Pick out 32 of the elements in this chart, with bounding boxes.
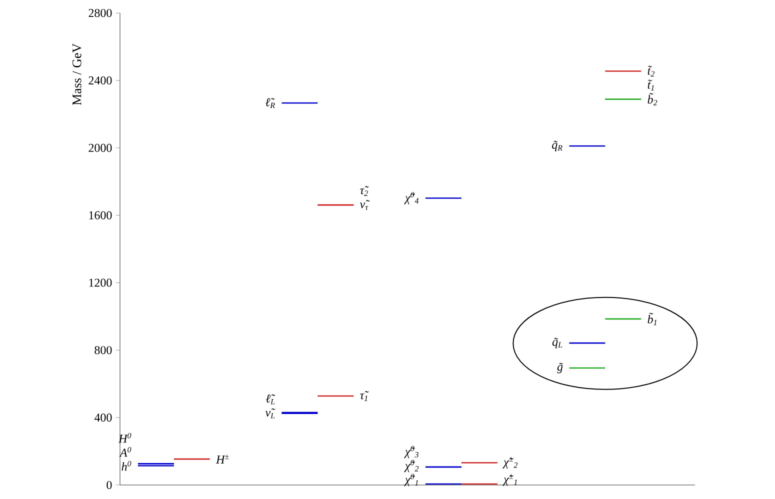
series-label: t̃$_{2}$ (648, 66, 654, 76)
series-label: χ̃$^{0}$2 (404, 460, 419, 472)
series-label: b̃$_{2}$ (648, 93, 658, 106)
series-label: χ̃$^{±}$2 (502, 457, 518, 468)
series-label: h$^{0}$ (122, 460, 132, 471)
y-tick-label: 1600 (89, 211, 112, 220)
series-label: χ̃$^{0}$3 (404, 446, 418, 458)
series-label: ℓ̃$_{R}$ (265, 98, 275, 108)
y-tick-label: 2000 (88, 144, 112, 152)
y-tick-label: 2400 (88, 76, 112, 84)
series-label: χ̃$^{0}$4 (404, 192, 419, 204)
y-tick-label: 2800 (88, 8, 112, 18)
series-label: A$^{0}$ (119, 446, 132, 457)
series-label: g̃ (557, 362, 564, 374)
series-label: ℓ̃$_{L}$ (266, 394, 276, 404)
series-label: b̃$_{1}$ (648, 312, 656, 326)
series-label: ν̃$_{L}$ (265, 408, 276, 418)
series-label: χ̃$^{0}$1 (404, 474, 418, 486)
y-tick-label: 1200 (89, 278, 112, 287)
series-label: q̃$_{R}$ (552, 140, 562, 152)
y-axis-title: Mass / GeV (72, 43, 82, 106)
y-tick-label: 400 (94, 414, 112, 422)
y-tick-label: 800 (94, 346, 112, 354)
series-label: χ̃$^{±}$1 (502, 474, 517, 486)
series-label: q̃$_{L}$ (552, 338, 562, 348)
series-label: H$^{0}$ (118, 432, 132, 443)
series-label: ν̃$_{τ}$ (360, 200, 370, 210)
series-label: τ̃$_{2}$ (360, 186, 369, 196)
series-label: H$^{±}$ (216, 454, 229, 464)
series-label: τ̃$_{1}$ (360, 391, 369, 401)
series-label: t̃$_{1}$ (648, 80, 654, 90)
y-tick-label: 0 (106, 480, 112, 490)
